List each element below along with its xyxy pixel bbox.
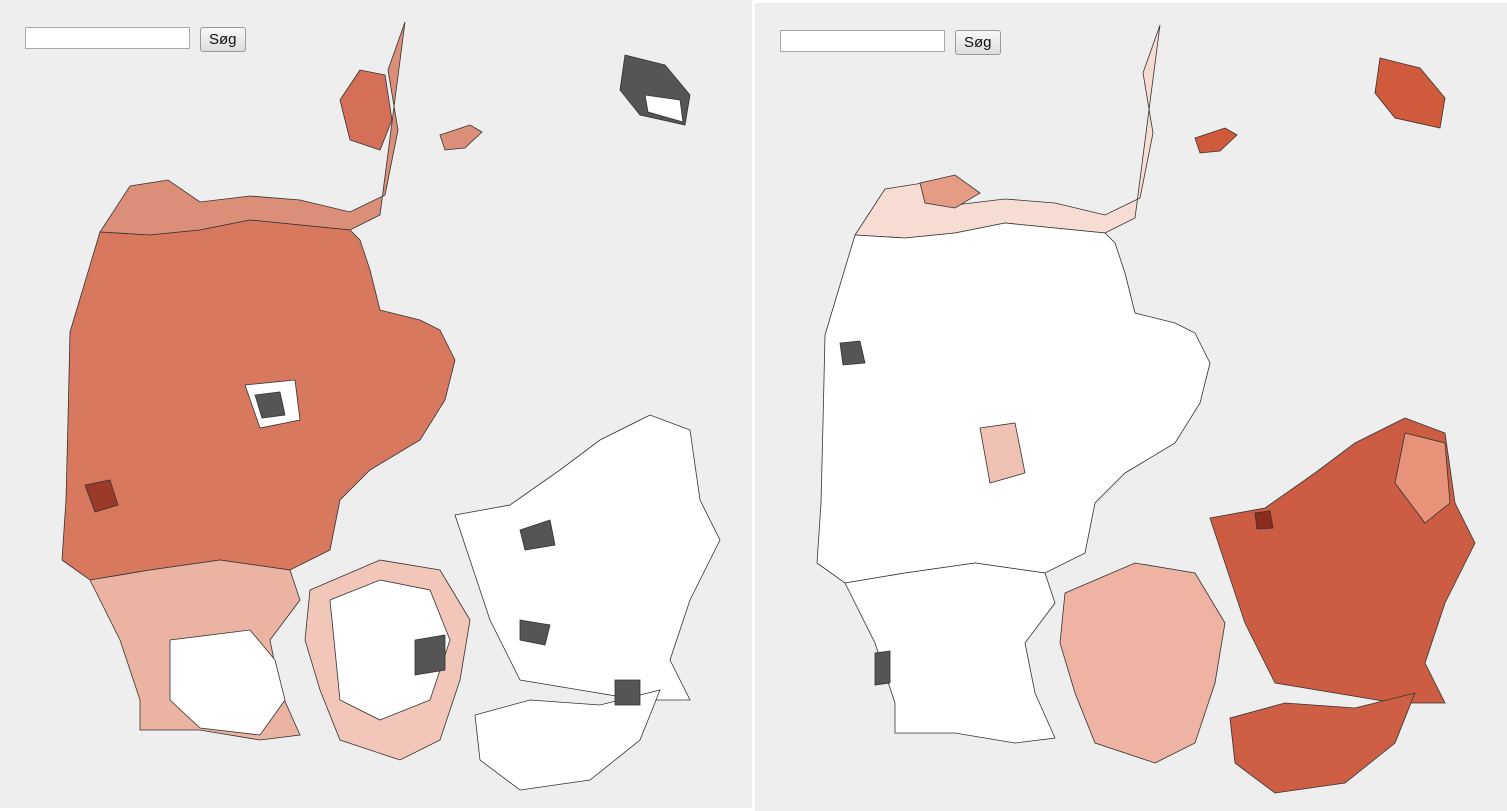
region: [519, 619, 551, 646]
region: [1229, 692, 1416, 794]
region: [1254, 510, 1274, 530]
region: [1194, 127, 1238, 154]
map: [61, 21, 721, 791]
region: [816, 222, 1211, 584]
map: [816, 24, 1476, 794]
map-panel: Søg: [755, 3, 1507, 811]
region: [854, 24, 1161, 239]
region: [839, 340, 866, 366]
search-input[interactable]: [25, 27, 190, 49]
search-button[interactable]: Søg: [955, 30, 1001, 55]
region: [169, 629, 286, 736]
region: [339, 69, 393, 151]
region: [874, 650, 891, 686]
region: [414, 634, 446, 676]
search-input[interactable]: [780, 30, 945, 52]
region: [844, 562, 1056, 744]
map-panel: Søg: [0, 0, 752, 808]
region: [254, 391, 286, 419]
search-button[interactable]: Søg: [200, 27, 246, 52]
region: [439, 124, 483, 151]
region: [84, 479, 119, 513]
region: [519, 519, 556, 551]
region: [474, 689, 661, 791]
region: [644, 94, 684, 123]
region: [454, 414, 721, 701]
region: [1374, 57, 1446, 129]
region: [919, 174, 981, 209]
region: [1059, 562, 1226, 764]
region: [1394, 432, 1451, 524]
region: [979, 422, 1026, 484]
region: [614, 679, 641, 706]
